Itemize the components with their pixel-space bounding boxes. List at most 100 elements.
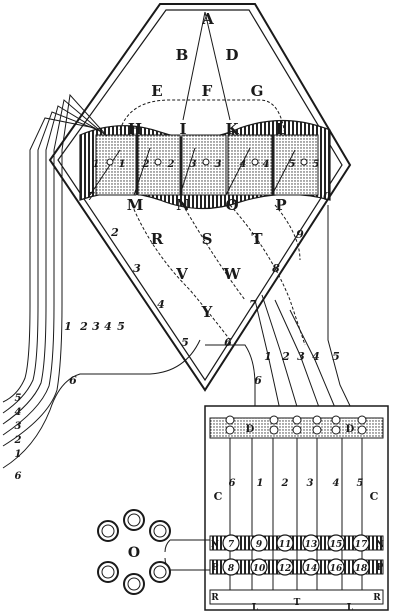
band-number: 5 <box>289 159 296 170</box>
diamond-number: 7 <box>249 298 257 311</box>
column-number: 3 <box>307 478 314 489</box>
letter-w: W <box>223 265 242 283</box>
letter-r: R <box>151 230 164 248</box>
band-number: 3 <box>190 159 197 170</box>
letter-d: D <box>225 46 238 64</box>
wire-number: 6 <box>254 374 262 387</box>
bottom-letter: T <box>294 598 301 608</box>
coil-ring: O <box>97 509 210 595</box>
wire-number: 2 <box>79 320 88 333</box>
terminal-number: 17 <box>355 540 368 550</box>
band-number: 2 <box>142 159 150 170</box>
terminal-number: 10 <box>253 564 266 574</box>
band-number: 4 <box>240 159 247 170</box>
left-wire-bundle <box>2 93 201 469</box>
diamond-top-wires <box>182 11 231 121</box>
row-label-n: N <box>376 540 384 550</box>
wire-number: 1 <box>64 320 72 333</box>
band-number: 2 <box>167 159 175 170</box>
letter-g: G <box>251 82 264 100</box>
edge-number: 2 <box>14 435 22 446</box>
letter-s: S <box>202 230 213 248</box>
terminal-number: 14 <box>305 564 318 574</box>
terminal-number: 8 <box>228 564 235 574</box>
edge-number: 1 <box>15 449 22 460</box>
wire-number: 4 <box>104 320 112 333</box>
terminal-row-n: 7 9 11 13 15 17 <box>222 534 370 552</box>
left-wire-numbers: 1 2 3 4 5 6 5 4 3 2 1 6 <box>14 320 125 482</box>
letter-a: A <box>201 10 214 28</box>
letter-y: Y <box>201 303 213 321</box>
wire-number: 6 <box>69 374 77 387</box>
diamond-letters: A B D E F G H I K L M N O P R S T V W Y <box>127 10 287 321</box>
edge-number: 6 <box>15 471 22 482</box>
column-number: 4 <box>333 478 340 489</box>
edge-number: 5 <box>15 393 22 404</box>
band-number: 1 <box>93 159 100 170</box>
box-letter-d: D <box>246 424 255 435</box>
box-letter-c: C <box>370 490 379 503</box>
terminal-number: 11 <box>279 540 292 550</box>
wire-number: 3 <box>297 350 305 363</box>
row-label-n: N <box>211 540 219 550</box>
diamond-number: 9 <box>296 228 304 241</box>
band-number: 5 <box>313 159 320 170</box>
column-number: 5 <box>357 478 364 489</box>
terminal-number: 7 <box>228 540 235 550</box>
letter-f: F <box>202 82 213 100</box>
magnet-band <box>79 119 331 210</box>
ring-label: O <box>128 545 140 561</box>
letter-o: O <box>225 196 238 214</box>
terminal-number: 12 <box>279 564 292 574</box>
right-wire-bundle <box>205 205 353 411</box>
terminal-row-p: 8 10 12 14 16 18 <box>222 558 370 576</box>
letter-i: I <box>179 120 186 138</box>
edge-number: 4 <box>15 407 22 418</box>
letter-b: B <box>176 46 189 64</box>
diamond-number: 0 <box>323 190 331 203</box>
letter-e: E <box>151 82 162 100</box>
band-number: 4 <box>263 159 270 170</box>
column-number: 6 <box>229 478 236 489</box>
diamond-number: 3 <box>133 262 141 275</box>
letter-n: N <box>176 196 190 214</box>
box-letter-d: D <box>346 424 355 435</box>
terminal-number: 16 <box>330 564 343 574</box>
dashed-connections <box>119 99 306 346</box>
letter-v: V <box>175 265 188 283</box>
wire-number: 4 <box>312 350 320 363</box>
row-label-p: P <box>377 563 384 573</box>
bottom-letter: L <box>347 603 354 613</box>
diamond-number: 6 <box>224 336 232 349</box>
wire-number: 3 <box>92 320 100 333</box>
bottom-letter: L <box>252 603 259 613</box>
wire-number: 5 <box>332 350 340 363</box>
bottom-letter: R <box>211 593 219 603</box>
band-number: 1 <box>119 159 126 170</box>
letter-t: T <box>251 230 263 248</box>
letter-k: K <box>225 120 239 138</box>
band-numbers: 1 1 2 2 3 3 4 4 5 5 <box>93 159 320 170</box>
letter-m: M <box>127 196 144 214</box>
diamond-number: 5 <box>181 336 189 349</box>
box-letter-c: C <box>214 490 223 503</box>
terminal-number: 18 <box>355 564 368 574</box>
wire-number: 5 <box>117 320 125 333</box>
band-number: 3 <box>215 159 222 170</box>
terminal-number: 15 <box>330 540 343 550</box>
diamond-number: 7 <box>87 190 95 203</box>
terminal-number: 9 <box>256 540 263 550</box>
terminal-number: 13 <box>305 540 318 550</box>
diamond-number: 4 <box>157 298 165 311</box>
diamond-number: 8 <box>272 262 280 275</box>
letter-l: L <box>276 120 287 138</box>
bottom-letter: R <box>373 593 381 603</box>
letter-p: P <box>275 196 286 214</box>
column-number: 1 <box>257 478 264 489</box>
letter-h: H <box>128 120 142 138</box>
column-number: 2 <box>281 478 289 489</box>
diamond-frame <box>48 3 352 392</box>
diamond-numbers: 7 2 3 4 5 6 0 9 8 7 <box>87 190 331 349</box>
right-wire-numbers: 6 1 2 3 4 5 <box>254 350 340 387</box>
